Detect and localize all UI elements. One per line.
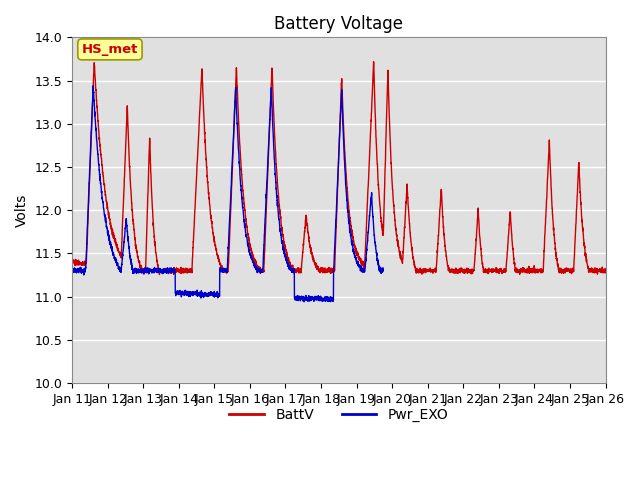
Line: BattV: BattV [72,61,605,275]
BattV [68,257,76,263]
Title: Battery Voltage: Battery Voltage [275,15,403,33]
BattV [551,242,559,248]
BattV [602,267,609,273]
Line: Pwr_EXO: Pwr_EXO [72,86,383,302]
BattV [391,217,399,223]
Legend: BattV, Pwr_EXO: BattV, Pwr_EXO [224,403,454,428]
BattV [182,269,190,275]
BattV [218,263,225,269]
BattV [156,272,163,277]
Pwr_EXO [68,267,76,273]
Pwr_EXO [217,269,225,275]
Pwr_EXO [182,290,190,296]
BattV [370,59,378,64]
Y-axis label: Volts: Volts [15,193,29,227]
BattV [602,266,609,272]
Text: HS_met: HS_met [82,43,138,56]
BattV [401,229,408,235]
